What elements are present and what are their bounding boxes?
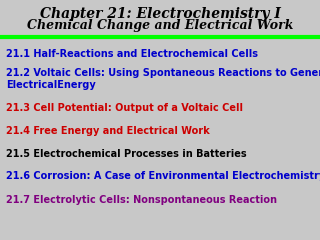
Text: Chemical Change and Electrical Work: Chemical Change and Electrical Work bbox=[27, 19, 293, 32]
Text: 21.7 Electrolytic Cells: Nonspontaneous Reaction: 21.7 Electrolytic Cells: Nonspontaneous … bbox=[6, 195, 277, 205]
Text: 21.6 Corrosion: A Case of Environmental Electrochemistry: 21.6 Corrosion: A Case of Environmental … bbox=[6, 171, 320, 181]
Text: 21.2 Voltaic Cells: Using Spontaneous Reactions to Generate
ElectricalEnergy: 21.2 Voltaic Cells: Using Spontaneous Re… bbox=[6, 68, 320, 90]
Text: 21.3 Cell Potential: Output of a Voltaic Cell: 21.3 Cell Potential: Output of a Voltaic… bbox=[6, 103, 244, 113]
Text: 21.5 Electrochemical Processes in Batteries: 21.5 Electrochemical Processes in Batter… bbox=[6, 149, 247, 159]
Text: Chapter 21: Electrochemistry I: Chapter 21: Electrochemistry I bbox=[40, 7, 280, 21]
Text: 21.1 Half-Reactions and Electrochemical Cells: 21.1 Half-Reactions and Electrochemical … bbox=[6, 49, 259, 59]
Text: 21.4 Free Energy and Electrical Work: 21.4 Free Energy and Electrical Work bbox=[6, 126, 210, 136]
